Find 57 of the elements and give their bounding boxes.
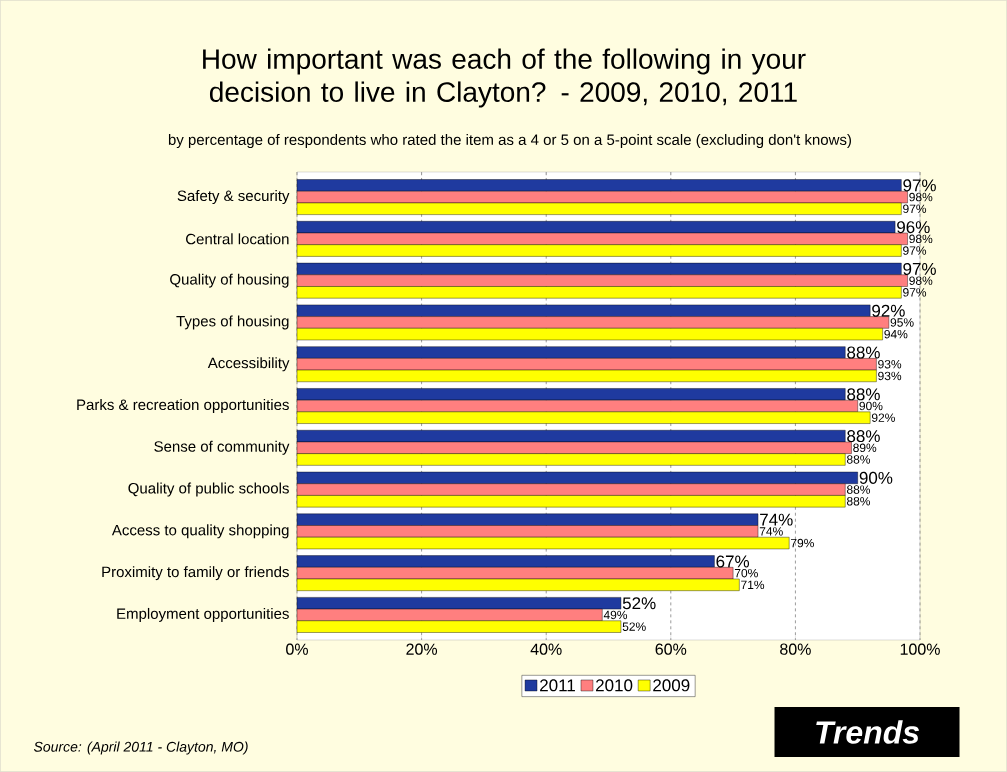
data-label: 74% <box>760 513 793 526</box>
data-label: 97% <box>903 204 927 214</box>
data-label: 67% <box>716 555 750 568</box>
data-label: 88% <box>847 430 880 443</box>
text: Trends <box>816 720 919 744</box>
data-label: 90% <box>859 401 883 411</box>
x-tick-label: 20% <box>406 643 438 655</box>
y-tick-label: Sense of community <box>154 440 290 455</box>
legend-label: 2009 <box>653 679 690 692</box>
x-tick-label: 80% <box>780 643 811 655</box>
y-tick-label: Quality of housing <box>170 273 289 288</box>
data-label: 97% <box>903 246 927 255</box>
chart-subtitle: by percentage of respondents who rated the item as a 4 or 5 on a 5-point scale (excluding don't knows) <box>168 133 851 148</box>
data-label: 52% <box>622 622 646 631</box>
data-label: 49% <box>603 610 628 620</box>
y-tick-label: Accessibility <box>207 357 290 372</box>
data-label: 97% <box>903 262 936 275</box>
data-label: 92% <box>872 304 905 317</box>
y-tick-label: Safety & security <box>177 190 290 205</box>
source-note: Source: (April 2011 - Clayton, MO) <box>33 741 248 755</box>
y-tick-label: Types of housing <box>176 315 289 330</box>
data-label: 93% <box>878 359 902 369</box>
data-label: 97% <box>903 288 927 297</box>
legend-label: 2010 <box>596 679 633 692</box>
data-label: 88% <box>847 388 880 401</box>
data-label: 98% <box>909 276 933 285</box>
data-label: 88% <box>846 485 871 494</box>
x-tick-label: 40% <box>530 643 562 655</box>
y-tick-label: Parks & recreation opportunities <box>77 399 289 413</box>
data-label: 97% <box>903 179 936 192</box>
data-label: 96% <box>897 221 930 234</box>
y-tick-label: Quality of public schools <box>128 482 289 497</box>
data-label: 71% <box>741 580 765 590</box>
legend-label: 2011 <box>540 679 575 692</box>
data-label: 74% <box>759 527 783 536</box>
y-tick-label: Proximity to family or friends <box>102 566 289 581</box>
data-label: 88% <box>846 455 871 464</box>
data-label: 70% <box>734 568 758 578</box>
data-label: 98% <box>909 192 933 202</box>
chart-title: How important was each of the following in your decision to live in Clayton? - 2009, 2010, 2011 <box>203 48 806 108</box>
data-label: 94% <box>884 329 908 339</box>
data-label: 89% <box>853 443 877 453</box>
x-tick-label: 0% <box>286 643 308 655</box>
data-label: 88% <box>847 346 880 359</box>
data-label: 98% <box>909 234 933 244</box>
y-tick-label: Central location <box>186 233 289 245</box>
data-label: 90% <box>859 471 893 484</box>
data-label: 79% <box>790 538 814 548</box>
data-label: 52% <box>622 597 656 610</box>
x-tick-label: 60% <box>655 643 687 655</box>
data-label: 88% <box>846 497 871 506</box>
x-tick-label: 100% <box>900 643 940 655</box>
data-label: 92% <box>871 413 895 422</box>
data-label: 95% <box>890 318 914 327</box>
y-tick-label: Employment opportunities <box>117 607 289 622</box>
data-label: 93% <box>878 371 902 381</box>
y-tick-label: Access to quality shopping <box>111 524 289 539</box>
